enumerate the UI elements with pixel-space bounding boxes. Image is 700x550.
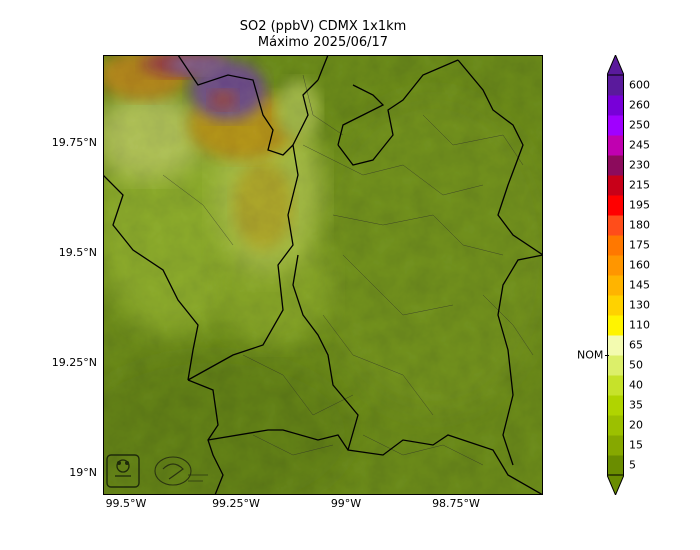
colorbar-segment xyxy=(607,335,624,356)
colorbar-segment xyxy=(607,95,624,116)
colorbar xyxy=(607,55,624,495)
colorbar-segment xyxy=(607,215,624,236)
colorbar-tick-label: 20 xyxy=(629,418,643,432)
municipal-boundaries xyxy=(162,74,534,466)
colorbar-tick-label: 65 xyxy=(629,338,643,352)
colorbar-extend-min xyxy=(607,474,624,495)
colorbar-tick-label: 245 xyxy=(629,138,650,152)
lat-label: 19.25°N xyxy=(51,356,97,369)
colorbar-tick-label: 110 xyxy=(629,318,650,332)
title-line-1: SO2 (ppbV) CDMX 1x1km xyxy=(239,19,407,34)
colorbar-segment xyxy=(607,275,624,296)
state-boundaries xyxy=(103,55,543,495)
nom-label: NOM xyxy=(577,348,604,362)
lon-label: 99°W xyxy=(330,497,362,510)
colorbar-extend-max xyxy=(607,55,624,76)
colorbar-segment xyxy=(607,375,624,396)
colorbar-segment xyxy=(607,195,624,216)
colorbar-tick-label: 230 xyxy=(629,158,650,172)
logo-right xyxy=(154,456,208,486)
colorbar-tick-label: 40 xyxy=(629,378,643,392)
colorbar-segment xyxy=(607,295,624,316)
title-line-2: Máximo 2025/06/17 xyxy=(257,35,389,50)
colorbar-tick-label: 145 xyxy=(629,278,650,292)
colorbar-tick-label: 35 xyxy=(629,398,643,412)
colorbar-segment xyxy=(607,355,624,376)
colorbar-tick-label: 195 xyxy=(629,198,650,212)
colorbar-outline xyxy=(607,74,624,476)
lon-label: 98.75°W xyxy=(432,497,480,510)
lon-label: 99.25°W xyxy=(212,497,260,510)
lat-label: 19.5°N xyxy=(58,246,97,259)
colorbar-segment xyxy=(607,415,624,436)
map-title: SO2 (ppbV) CDMX 1x1km Máximo 2025/06/17 xyxy=(103,19,543,51)
colorbar-tick-label: 175 xyxy=(629,238,650,252)
colorbar-segment xyxy=(607,75,624,96)
nom-tick xyxy=(605,355,609,356)
colorbar-segment xyxy=(607,255,624,276)
colorbar-tick-label: 260 xyxy=(629,98,650,112)
colorbar-segment xyxy=(607,455,624,476)
colorbar-tick-label: 50 xyxy=(629,358,643,372)
colorbar-tick-label: 5 xyxy=(629,458,636,472)
colorbar-tick-label: 250 xyxy=(629,118,650,132)
colorbar-segment xyxy=(607,315,624,336)
map-panel xyxy=(103,55,543,495)
colorbar-tick-label: 215 xyxy=(629,178,650,192)
terrain-shading xyxy=(103,55,543,495)
colorbar-segment xyxy=(607,395,624,416)
map-border xyxy=(103,55,543,495)
lat-label: 19.75°N xyxy=(51,136,97,149)
colorbar-segment xyxy=(607,175,624,196)
colorbar-tick-label: 160 xyxy=(629,258,650,272)
colorbar-segment xyxy=(607,155,624,176)
logo-left xyxy=(106,454,140,488)
colorbar-tick-label: 15 xyxy=(629,438,643,452)
colorbar-segment xyxy=(607,135,624,156)
colorbar-tick-label: 600 xyxy=(629,78,650,92)
lat-label: 19°N xyxy=(69,466,97,479)
colorbar-tick-label: 130 xyxy=(629,298,650,312)
colorbar-segment xyxy=(607,115,624,136)
so2-map xyxy=(103,55,543,495)
colorbar-segment xyxy=(607,435,624,456)
colorbar-tick-label: 180 xyxy=(629,218,650,232)
colorbar-segment xyxy=(607,235,624,256)
lon-label: 99.5°W xyxy=(105,497,147,510)
